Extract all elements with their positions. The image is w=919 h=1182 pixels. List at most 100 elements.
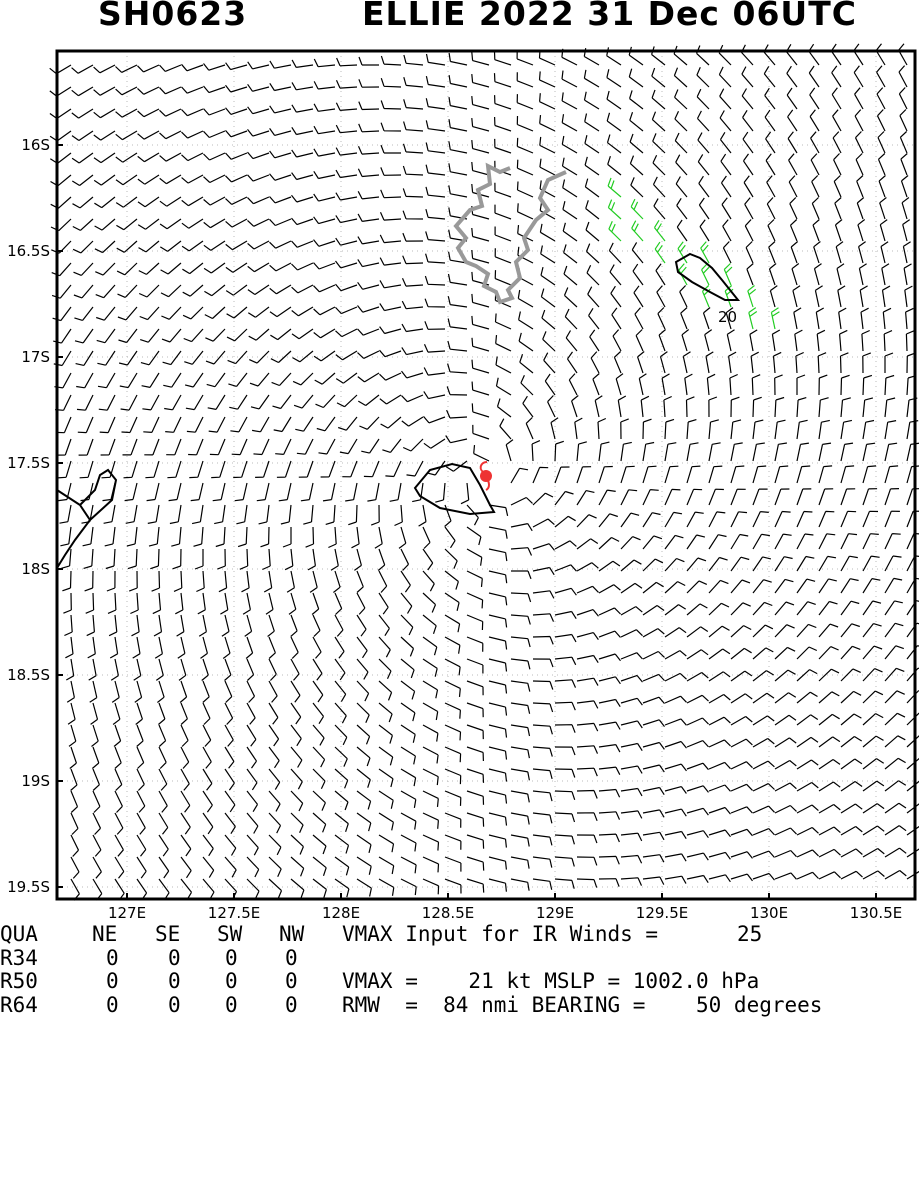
wind-barb <box>401 347 424 356</box>
wind-barb <box>312 680 324 703</box>
wind-barb <box>471 96 490 110</box>
wind-barb <box>752 760 775 770</box>
wind-barb <box>818 691 840 704</box>
wind-barb <box>335 372 358 384</box>
wind-barb <box>585 200 600 220</box>
wind-barb <box>730 465 745 484</box>
wind-barb <box>466 636 484 652</box>
wind-barb <box>312 724 325 746</box>
wind-barb <box>818 623 839 638</box>
wind-barb <box>743 175 754 198</box>
wind-barb <box>488 790 508 804</box>
wind-barb <box>554 812 576 823</box>
wind-barb <box>175 592 184 615</box>
wind-barb <box>448 52 468 66</box>
wind-barb <box>180 768 190 791</box>
row-label: R34 <box>0 945 38 970</box>
wind-barb <box>180 746 190 769</box>
wind-barb <box>744 197 754 220</box>
wind-barb <box>532 492 554 506</box>
wind-barb <box>255 460 270 478</box>
wind-barb <box>358 56 379 66</box>
wind-barb <box>510 547 533 556</box>
wind-barb <box>335 124 358 134</box>
wind-barb <box>774 578 794 594</box>
wind-barb <box>742 131 754 154</box>
wind-barb <box>203 240 226 251</box>
wind-barb <box>854 131 864 154</box>
wind-barb <box>730 828 753 837</box>
header-se: SE <box>155 922 181 946</box>
wind-barb <box>525 417 534 440</box>
wind-barb <box>400 790 417 808</box>
wind-barb <box>722 241 732 264</box>
wind-barb <box>673 45 688 66</box>
wind-barb <box>313 239 336 247</box>
wind-barb <box>510 768 530 781</box>
wind-barb <box>597 417 607 440</box>
wind-barb <box>291 284 314 294</box>
wind-barb <box>752 465 767 484</box>
wind-barb <box>744 219 754 242</box>
wind-barb <box>224 658 232 681</box>
wind-barb <box>135 702 143 725</box>
wind-barb <box>576 677 599 686</box>
wind-barb <box>117 306 138 321</box>
wind-barb <box>74 328 94 344</box>
wind-barb <box>205 350 226 365</box>
wind-barb <box>423 438 446 449</box>
wind-barb <box>796 691 818 704</box>
wind-barb <box>358 101 380 111</box>
wind-barb <box>664 740 687 749</box>
wind-barb <box>585 221 600 242</box>
wind-barb <box>576 562 599 572</box>
wind-barb <box>325 504 336 525</box>
wind-barb <box>884 847 907 858</box>
wind-barb <box>92 790 101 813</box>
wind-barb <box>309 570 318 593</box>
wind-barb <box>290 790 304 812</box>
wind-barb <box>444 790 462 806</box>
wind-barb <box>764 87 776 110</box>
wind-barb <box>137 174 160 185</box>
wind-barb <box>403 121 424 132</box>
wind-barb <box>471 140 490 154</box>
wind-barb <box>488 724 508 738</box>
wind-barb <box>258 504 270 525</box>
wind-barb <box>606 112 622 132</box>
wind-barb <box>598 698 621 708</box>
wind-barb <box>116 218 138 231</box>
wind-barb <box>554 790 576 800</box>
wind-barb <box>280 504 292 525</box>
wind-barb <box>708 419 719 440</box>
wind-barb <box>370 504 380 526</box>
wind-barb <box>203 218 226 229</box>
wind-barb <box>554 656 577 666</box>
wind-barb <box>425 142 446 154</box>
wind-barb <box>379 303 402 312</box>
wind-barb <box>147 504 160 524</box>
wind-barb <box>774 804 797 814</box>
wind-barb <box>162 350 182 366</box>
wind-barb <box>878 175 886 198</box>
row-label: R50 <box>0 969 38 993</box>
wind-barb <box>202 856 215 878</box>
wind-barb <box>664 627 687 638</box>
wind-barb <box>629 155 644 176</box>
wind-barb <box>840 442 854 462</box>
wind-barb <box>290 812 304 833</box>
wind-barb <box>840 510 857 528</box>
wind-barb <box>191 504 204 525</box>
wind-barb <box>136 746 145 769</box>
wind-barb <box>664 604 687 616</box>
wind-barb <box>862 465 877 484</box>
wind-barb <box>247 240 270 250</box>
wind-barb <box>136 812 146 835</box>
wind-barb <box>906 577 919 594</box>
wind-barb <box>494 182 512 198</box>
wind-barb <box>563 244 578 264</box>
wind-barb <box>422 812 439 829</box>
wind-barb <box>771 329 781 352</box>
wind-barb <box>664 786 687 794</box>
wind-barb <box>652 176 666 198</box>
